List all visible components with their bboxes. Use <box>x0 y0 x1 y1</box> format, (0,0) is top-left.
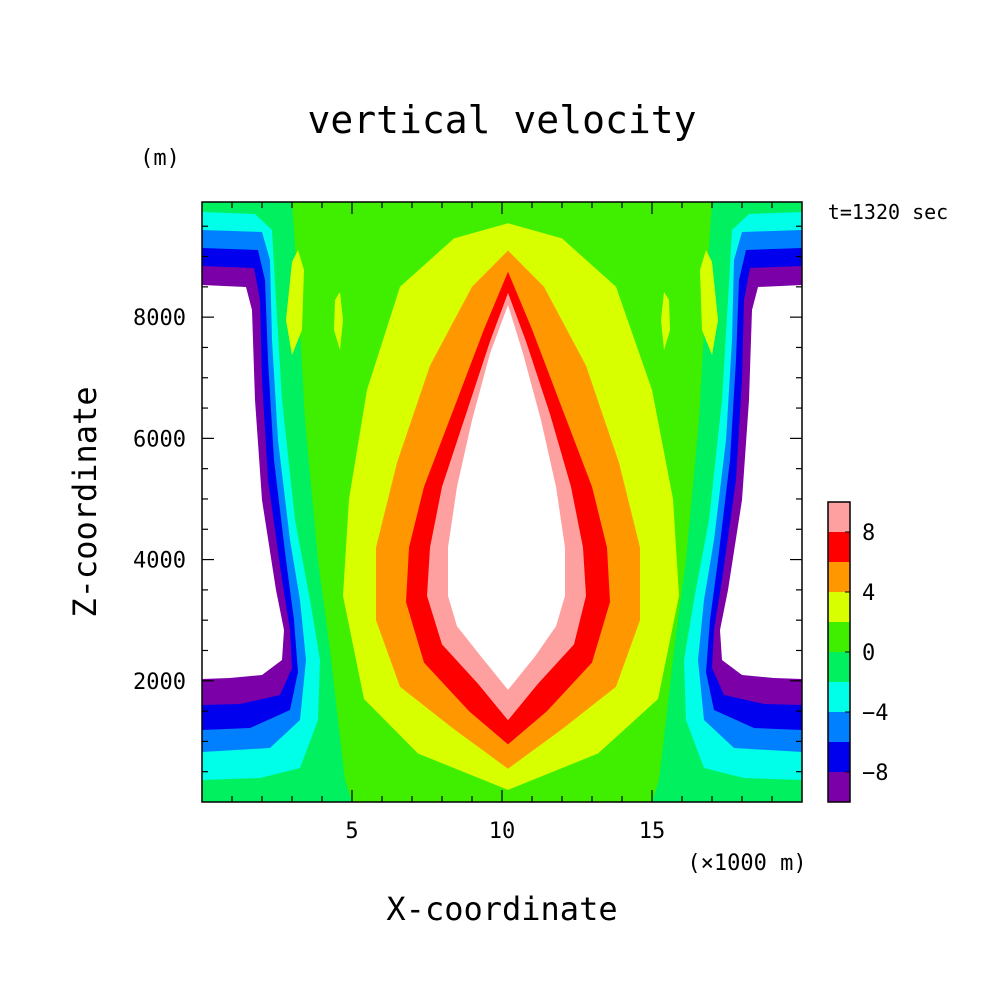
colorbar-swatch <box>828 622 850 652</box>
colorbar-swatch <box>828 772 850 802</box>
colorbar-tick-label: 0 <box>862 641 875 666</box>
colorbar-swatch <box>828 592 850 622</box>
plot-area <box>201 201 803 803</box>
y-unit-label: (m) <box>140 146 180 171</box>
y-axis-title: Z-coordinate <box>66 386 104 617</box>
colorbar-swatch <box>828 562 850 592</box>
right-wall-group <box>652 202 802 802</box>
contour-band-4 <box>448 305 565 690</box>
x-tick-label: 15 <box>639 819 666 844</box>
colorbar-swatch <box>828 652 850 682</box>
updraft-patch-right-1 <box>700 250 718 355</box>
x-unit-label: (×1000 m) <box>687 851 806 876</box>
updraft-bands <box>343 223 679 790</box>
y-tick-label: 8000 <box>133 306 186 331</box>
downdraft-core-right <box>720 285 802 679</box>
downdraft-core-left <box>202 285 284 679</box>
y-tick-labels: 2000 4000 6000 8000 <box>133 306 186 695</box>
y-tick-label: 6000 <box>133 427 186 452</box>
colorbar-swatch <box>828 532 850 562</box>
colorbar-tick-label: −8 <box>862 761 889 786</box>
time-annotation: t=1320 sec <box>828 200 948 224</box>
colorbar: 8 4 0 −4 −8 <box>827 501 889 803</box>
x-tick-labels: 5 10 15 <box>345 819 665 844</box>
y-tick-label: 2000 <box>133 670 186 695</box>
colorbar-swatch <box>828 682 850 712</box>
axis-ticks <box>202 202 802 802</box>
x-axis-title: X-coordinate <box>386 890 617 928</box>
chart-title: vertical velocity <box>308 98 697 142</box>
updraft-patch-left-2 <box>334 292 343 350</box>
colorbar-swatch <box>828 712 850 742</box>
x-tick-label: 10 <box>489 819 516 844</box>
x-tick-label: 5 <box>345 819 358 844</box>
updraft-patch-left-1 <box>286 250 304 355</box>
colorbar-swatch <box>828 742 850 772</box>
updraft-patch-right-2 <box>661 292 670 350</box>
colorbar-tick-label: 8 <box>862 521 875 546</box>
colorbar-swatch <box>828 502 850 532</box>
colorbar-tick-label: −4 <box>862 701 889 726</box>
y-tick-label: 4000 <box>133 549 186 574</box>
colorbar-tick-label: 4 <box>862 581 875 606</box>
